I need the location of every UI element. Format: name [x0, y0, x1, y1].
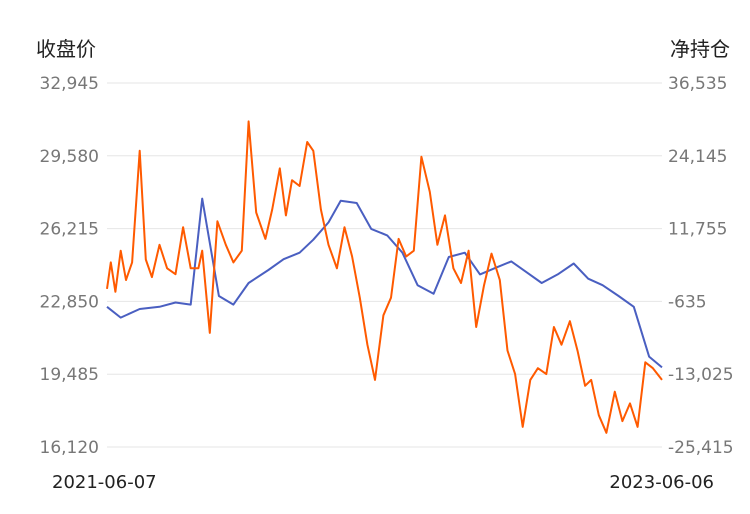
left-tick-label: 29,580 — [40, 147, 99, 167]
right-tick-label: 24,145 — [668, 147, 727, 167]
left-axis-ticks: 32,945 29,580 26,215 22,850 19,485 16,120 — [40, 74, 99, 458]
left-tick-label: 16,120 — [40, 438, 99, 458]
right-tick-label: -25,415 — [668, 438, 734, 458]
right-tick-label: 11,755 — [668, 220, 727, 240]
close-price-line — [106, 197, 663, 369]
left-tick-label: 19,485 — [40, 365, 99, 385]
right-tick-label: -635 — [668, 292, 707, 312]
right-tick-label: -13,025 — [668, 365, 734, 385]
left-tick-label: 32,945 — [40, 74, 99, 94]
x-tick-start: 2021-06-07 — [52, 472, 157, 493]
series-layer — [106, 120, 663, 434]
right-tick-label: 36,535 — [668, 74, 727, 94]
left-tick-label: 26,215 — [40, 220, 99, 240]
net-position-line — [106, 120, 663, 434]
left-axis-title: 收盘价 — [36, 37, 96, 61]
right-axis-ticks: 36,535 24,145 11,755 -635 -13,025 -25,415 — [668, 74, 734, 458]
x-tick-end: 2023-06-06 — [609, 472, 714, 493]
left-tick-label: 22,850 — [40, 292, 99, 312]
right-axis-title: 净持仓 — [670, 37, 730, 61]
